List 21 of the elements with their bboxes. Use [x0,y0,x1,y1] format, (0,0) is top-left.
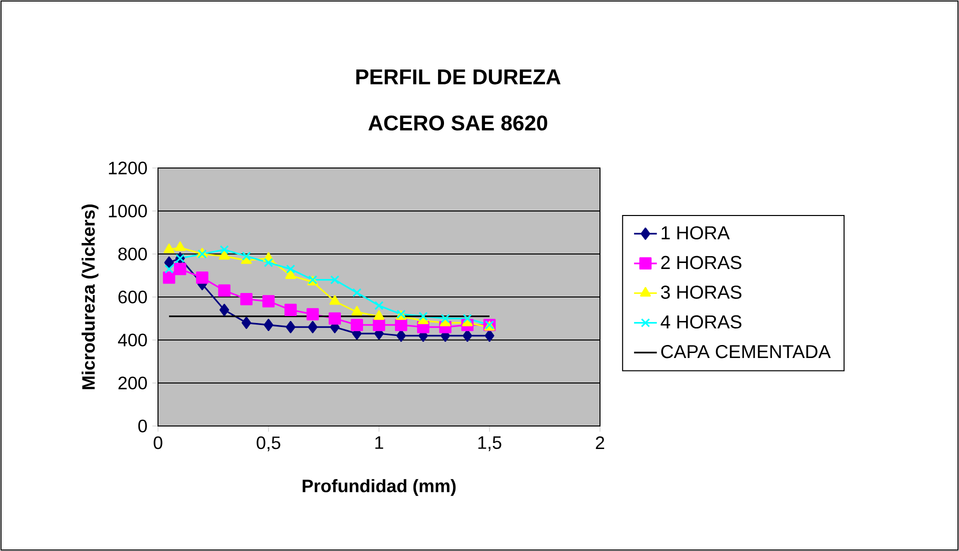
chart-subtitle: ACERO SAE 8620 [368,115,548,131]
y-tick-label: 800 [118,248,147,260]
x-axis-title: Profundidad (mm) [302,479,456,496]
legend-label: CAPA CEMENTADA [661,345,831,358]
y-tick-label: 200 [118,376,147,390]
y-tick-label: 1200 [108,162,147,174]
x-tick-label: 2 [596,436,604,449]
x-tick-label: 0,5 [256,436,280,452]
legend-label: 2 HORAS [661,256,742,270]
x-tick-label: 1,5 [478,436,502,452]
y-tick-label: 600 [118,290,147,304]
legend-label: 4 HORAS [660,315,742,329]
y-axis-title: Microdureza (Vickers) [82,204,98,390]
y-tick-label: 400 [118,334,147,346]
x-tick-label: 0 [154,436,162,450]
x-tick-label: 1 [375,436,384,449]
legend-label: 3 HORAS [661,286,742,299]
y-tick-label: 1000 [108,204,147,218]
y-tick-label: 0 [138,420,147,432]
chart-title: PERFIL DE DUREZA [356,70,561,84]
legend-label: 1 HORA [662,226,730,240]
